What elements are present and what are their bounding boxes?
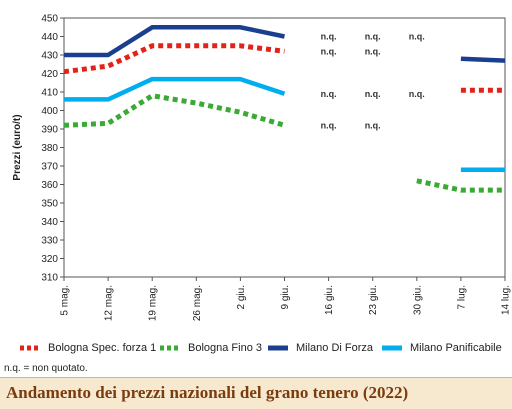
- legend-label: Bologna Fino 3: [188, 342, 262, 354]
- x-tick-label: 23 giu.: [368, 285, 379, 315]
- legend-label: Bologna Spec. forza 1: [48, 342, 157, 354]
- line-chart: 310 320 330 340 350 360 370 380 390 400 410 420 430 4…: [12, 14, 512, 322]
- y-tick-label: 320: [41, 254, 58, 265]
- x-tick-label: 14 lug.: [501, 285, 512, 315]
- series-line-2: [64, 25, 285, 58]
- not-quoted-annotation: n.q.: [321, 32, 337, 42]
- not-quoted-annotation: n.q.: [365, 120, 381, 130]
- legend-swatch-bologna-spec-forza: [20, 345, 40, 351]
- not-quoted-annotation: n.q.: [365, 89, 381, 99]
- title-bar: Andamento dei prezzi nazionali del grano…: [0, 377, 512, 409]
- legend-item-bologna-fino: Bologna Fino 3: [158, 342, 262, 354]
- y-tick-label: 390: [41, 125, 58, 136]
- footnote: n.q. = non quotato.: [4, 363, 88, 374]
- not-quoted-annotation: n.q.: [365, 32, 381, 42]
- series-line-2: [460, 56, 506, 63]
- y-tick-label: 420: [41, 69, 58, 80]
- y-tick-label: 380: [41, 143, 58, 154]
- series-line-0: [63, 43, 285, 75]
- not-quoted-annotation: n.q.: [365, 46, 381, 56]
- legend: Bologna Spec. forza 1 Bologna Fino 3 Mil…: [18, 342, 508, 362]
- y-tick-label: 370: [41, 162, 58, 173]
- y-tick-label: 330: [41, 236, 58, 247]
- x-tick-label: 19 mag.: [148, 285, 159, 321]
- legend-item-milano-di-forza: Milano Di Forza: [266, 342, 373, 354]
- not-quoted-annotation: n.q.: [409, 89, 425, 99]
- not-quoted-annotation: n.q.: [409, 32, 425, 42]
- y-tick-label: 350: [41, 199, 58, 210]
- legend-item-bologna-spec-forza: Bologna Spec. forza 1: [18, 342, 156, 354]
- legend-label: Milano Panificabile: [410, 342, 502, 354]
- x-tick-label: 9 giu.: [280, 285, 291, 309]
- y-tick-label: 410: [41, 88, 58, 99]
- x-tick-label: 16 giu.: [324, 285, 335, 315]
- legend-swatch-bologna-fino: [160, 345, 180, 351]
- legend-label: Milano Di Forza: [296, 342, 374, 354]
- plot-frame: [63, 17, 506, 278]
- y-tick-label: 450: [41, 14, 58, 25]
- y-axis-label: Prezzi (euro/t): [12, 114, 23, 180]
- y-tick-label: 310: [41, 273, 58, 284]
- not-quoted-annotation: n.q.: [321, 120, 337, 130]
- y-tick-label: 340: [41, 217, 58, 228]
- x-tick-label: 7 lug.: [456, 285, 467, 309]
- y-tick-label: 360: [41, 180, 58, 191]
- y-tick-label: 400: [41, 106, 58, 117]
- legend-swatch-milano-panificabile: [382, 345, 402, 351]
- series-line-1: [63, 93, 286, 128]
- x-tick-label: 12 mag.: [104, 285, 115, 321]
- legend-swatch-milano-di-forza: [268, 345, 288, 351]
- y-tick-label: 440: [41, 32, 58, 43]
- x-tick-label: 30 giu.: [412, 285, 423, 315]
- not-quoted-annotation: n.q.: [321, 89, 337, 99]
- x-tick-label: 26 mag.: [192, 285, 203, 321]
- x-tick-label: 2 giu.: [236, 285, 247, 309]
- series-line-1: [416, 178, 505, 193]
- not-quoted-annotation: n.q.: [321, 46, 337, 56]
- chart-title: Andamento dei prezzi nazionali del grano…: [6, 383, 409, 402]
- x-tick-label: 5 mag.: [60, 285, 71, 316]
- y-tick-label: 430: [41, 51, 58, 62]
- legend-item-milano-panificabile: Milano Panificabile: [380, 342, 502, 354]
- series-line-3: [64, 76, 286, 102]
